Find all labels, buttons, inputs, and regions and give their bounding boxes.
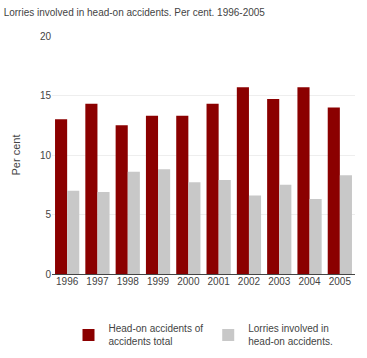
svg-text:2005: 2005 [329,276,352,287]
svg-text:2002: 2002 [238,276,261,287]
svg-text:5: 5 [45,209,51,220]
svg-text:0: 0 [45,269,51,280]
svg-text:Per cent: Per cent [10,135,22,176]
svg-text:Lorries involved inhead-on acc: Lorries involved inhead-on accidents. [248,323,333,347]
svg-text:1996: 1996 [56,276,79,287]
svg-text:2000: 2000 [177,276,200,287]
svg-text:10: 10 [40,150,52,161]
svg-text:2001: 2001 [208,276,231,287]
svg-text:1998: 1998 [117,276,140,287]
svg-text:1999: 1999 [147,276,170,287]
svg-text:1997: 1997 [86,276,109,287]
svg-text:2003: 2003 [268,276,291,287]
svg-text:15: 15 [40,90,52,101]
svg-text:2004: 2004 [298,276,321,287]
svg-text:20: 20 [40,31,52,42]
svg-text:Lorries involved in head-on ac: Lorries involved in head-on accidents. P… [4,7,266,18]
svg-text:Head-on accidents ofaccidents: Head-on accidents ofaccidents total [109,323,204,347]
